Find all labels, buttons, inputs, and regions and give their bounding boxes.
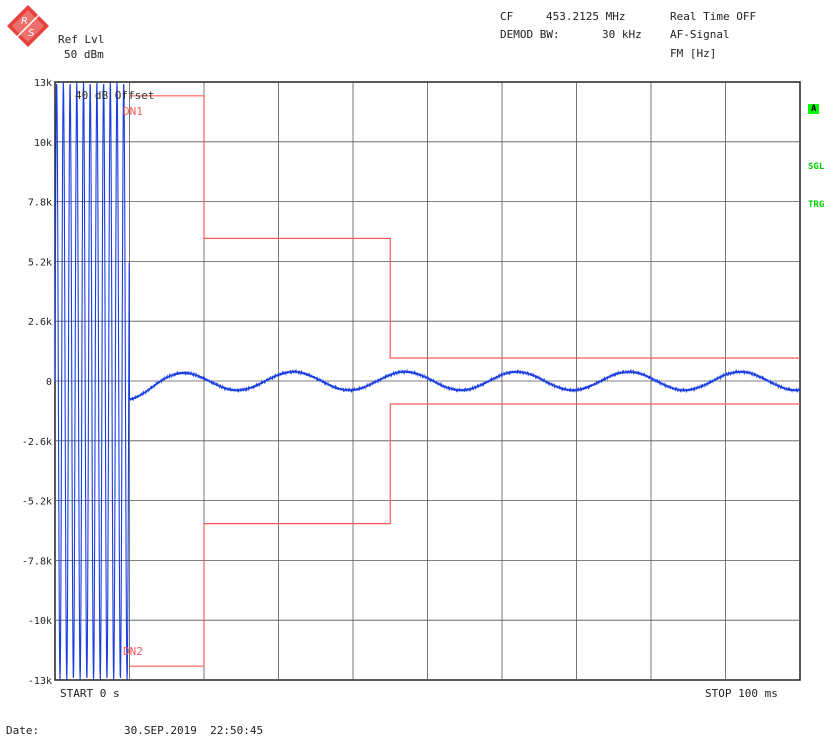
y-tick-label: -10k <box>28 616 52 627</box>
svg-text:S: S <box>28 28 35 39</box>
sgl-indicator: SGL <box>808 162 825 172</box>
cf-value: 453.2125 MHz <box>546 10 626 23</box>
start-label: START 0 s <box>60 687 120 700</box>
ref-lvl-label: Ref Lvl <box>58 33 105 46</box>
trg-indicator: TRG <box>808 200 825 210</box>
date-value: 30.SEP.2019 22:50:45 <box>124 724 264 737</box>
cf-label: CF <box>500 10 514 23</box>
rohde-schwarz-logo: R S <box>7 5 49 47</box>
demod-bw-label: DEMOD BW: <box>500 28 560 41</box>
real-time-status: Real Time OFF <box>670 10 757 23</box>
trace-a-indicator: A <box>808 104 820 114</box>
upper-limit-line <box>129 95 800 359</box>
date-label: Date: <box>6 724 40 737</box>
offset-annotation: 40 dB Offset <box>75 89 154 102</box>
y-tick-label: 5.2k <box>28 257 52 268</box>
y-tick-label: -7.8k <box>22 556 52 567</box>
y-tick-label: 7.8k <box>28 198 52 209</box>
lower-limit-line <box>129 403 800 667</box>
y-tick-label: 2.6k <box>28 317 52 328</box>
y-tick-label: -13k <box>28 676 52 687</box>
y-tick-label: 0 <box>46 377 52 388</box>
dn2-label: DN2 <box>123 645 143 658</box>
trace-line <box>54 81 801 681</box>
af-signal-label: AF-Signal <box>670 28 730 41</box>
dn1-label: DN1 <box>123 105 143 118</box>
stop-label: STOP 100 ms <box>705 687 778 700</box>
y-tick-label: -2.6k <box>22 437 52 448</box>
svg-text:R: R <box>21 16 28 27</box>
y-tick-label: 13k <box>34 78 52 89</box>
y-tick-label: -5.2k <box>22 497 52 508</box>
demod-bw-value: 30 kHz <box>602 28 642 41</box>
y-tick-label: 10k <box>34 138 52 149</box>
ref-lvl-value: 50 dBm <box>64 48 104 61</box>
fm-unit-label: FM [Hz] <box>670 47 717 60</box>
